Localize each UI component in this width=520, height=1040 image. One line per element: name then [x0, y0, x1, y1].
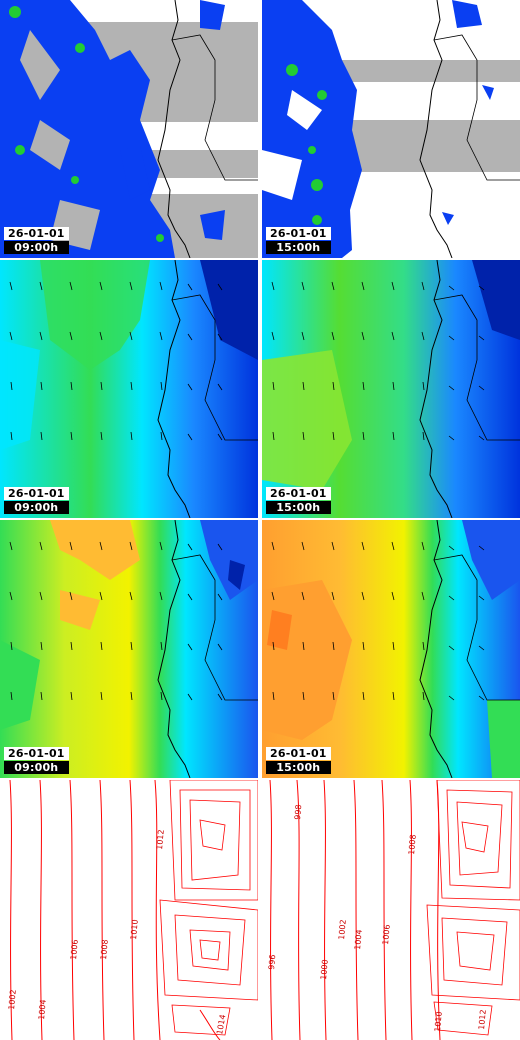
date-label: 26-01-01	[266, 487, 331, 500]
time-label: 15:00h	[266, 501, 331, 514]
pressure-map-right: 996 998 1000 1002 1004 1006 1008 1010 10…	[262, 780, 520, 1040]
isobar-label: 1002	[337, 919, 348, 940]
timestamp-1500: 26-01-01 15:00h	[266, 487, 331, 514]
temp-map-0900-graphic	[0, 520, 258, 778]
isobar-label: 1004	[353, 929, 364, 950]
isobar-label: 1010	[129, 919, 140, 940]
temp-map-1500: 26-01-01 15:00h	[262, 520, 520, 778]
isobar-cluster	[159, 780, 258, 1036]
date-label: 26-01-01	[266, 227, 331, 240]
timestamp-0900: 26-01-01 09:00h	[4, 227, 69, 254]
time-label: 15:00h	[266, 761, 331, 774]
precip-map-0900: 26-01-01 09:00h	[0, 0, 258, 258]
date-label: 26-01-01	[4, 227, 69, 240]
wind-map-1500-graphic	[262, 260, 520, 518]
timestamp-1500: 26-01-01 15:00h	[266, 747, 331, 774]
isobar-label: 1008	[99, 939, 110, 960]
timestamp-0900: 26-01-01 09:00h	[4, 747, 69, 774]
wind-arrows	[271, 541, 485, 701]
isobar-label: 998	[293, 804, 303, 820]
timestamp-0900: 26-01-01 09:00h	[4, 487, 69, 514]
precip-map-1500-graphic	[262, 0, 520, 258]
wind-map-0900: 26-01-01 09:00h	[0, 260, 258, 518]
isobar-label: 1006	[381, 924, 392, 945]
timestamp-1500: 26-01-01 15:00h	[266, 227, 331, 254]
date-label: 26-01-01	[4, 747, 69, 760]
isobar-label: 1004	[37, 999, 48, 1020]
pressure-map-right-graphic: 996 998 1000 1002 1004 1006 1008 1010 10…	[262, 780, 520, 1040]
time-label: 15:00h	[266, 241, 331, 254]
temp-map-1500-graphic	[262, 520, 520, 778]
date-label: 26-01-01	[266, 747, 331, 760]
pressure-map-left: 1002 1004 1006 1008 1010 1012 1014	[0, 780, 258, 1040]
isobar-label: 1012	[477, 1009, 488, 1030]
isobar-label: 1012	[155, 829, 166, 850]
wind-map-0900-graphic	[0, 260, 258, 518]
temp-map-0900: 26-01-01 09:00h	[0, 520, 258, 778]
precip-map-0900-graphic	[0, 0, 258, 258]
isobar-label: 1006	[69, 939, 80, 960]
isobar-label: 996	[267, 954, 277, 970]
isobar-label: 1002	[7, 989, 18, 1010]
isobar-cluster	[426, 780, 520, 1036]
time-label: 09:00h	[4, 501, 69, 514]
wind-arrows	[271, 281, 485, 441]
wind-arrows	[9, 281, 223, 441]
isobar-label: 1008	[407, 834, 418, 855]
isobar-label: 1000	[319, 959, 330, 980]
time-label: 09:00h	[4, 241, 69, 254]
precip-map-1500: 26-01-01 15:00h	[262, 0, 520, 258]
wind-map-1500: 26-01-01 15:00h	[262, 260, 520, 518]
wind-arrows	[9, 541, 223, 701]
pressure-map-left-graphic: 1002 1004 1006 1008 1010 1012 1014	[0, 780, 258, 1040]
isobar-label: 1014	[215, 1014, 227, 1036]
time-label: 09:00h	[4, 761, 69, 774]
isobar-label: 1010	[433, 1011, 444, 1032]
date-label: 26-01-01	[4, 487, 69, 500]
